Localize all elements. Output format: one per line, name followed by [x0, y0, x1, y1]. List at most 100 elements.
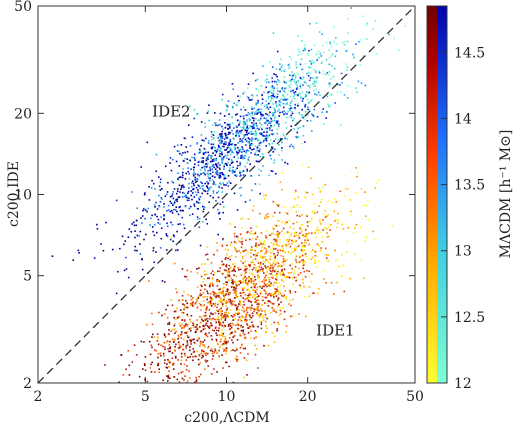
data-point [223, 314, 225, 317]
data-point [233, 138, 235, 141]
data-point [293, 79, 295, 81]
data-point [229, 337, 231, 339]
data-point [271, 170, 274, 173]
data-point [160, 216, 162, 218]
data-point [271, 332, 274, 334]
data-point [212, 291, 215, 294]
data-point [277, 321, 279, 324]
data-point [220, 312, 223, 314]
data-point [254, 269, 257, 271]
data-point [287, 276, 290, 278]
data-point [182, 223, 185, 226]
data-point [254, 291, 257, 294]
data-point [278, 100, 281, 102]
data-point [195, 186, 198, 189]
data-point [247, 230, 249, 233]
data-point [190, 295, 193, 297]
data-point [298, 267, 300, 270]
data-point [195, 191, 197, 193]
data-point [321, 97, 324, 99]
data-point [169, 347, 171, 350]
data-point [133, 224, 136, 227]
data-point [124, 240, 127, 242]
data-point [336, 226, 338, 229]
data-point [151, 323, 154, 326]
data-point [150, 371, 153, 373]
data-point [191, 191, 194, 194]
data-point [216, 249, 219, 252]
data-point [196, 350, 199, 353]
data-point [274, 138, 277, 140]
data-point [275, 279, 278, 281]
data-point [274, 238, 277, 241]
data-point [308, 270, 310, 273]
data-point [172, 181, 175, 184]
data-point [251, 312, 254, 315]
data-point [388, 33, 391, 36]
data-point [239, 170, 241, 173]
data-point [148, 199, 151, 201]
data-point [202, 139, 205, 142]
data-point [295, 259, 297, 261]
data-point [288, 219, 290, 222]
data-point [159, 247, 162, 249]
data-point [244, 127, 247, 130]
data-point [157, 336, 159, 339]
data-point [336, 43, 338, 45]
data-point [264, 296, 267, 299]
data-point [264, 313, 267, 316]
data-point [210, 318, 213, 321]
data-point [287, 272, 290, 274]
data-point [251, 140, 253, 142]
data-point [266, 265, 269, 268]
data-point [221, 140, 223, 142]
data-point [220, 132, 223, 135]
data-point [242, 278, 244, 280]
data-point [284, 103, 286, 106]
data-point [259, 314, 261, 317]
data-point [195, 330, 197, 333]
data-point [266, 213, 269, 215]
data-point [180, 186, 183, 189]
data-point [274, 117, 276, 119]
data-point [246, 324, 249, 327]
data-point [254, 183, 257, 185]
data-point [259, 263, 262, 266]
data-point [258, 212, 261, 215]
data-point [232, 349, 234, 351]
data-point [221, 287, 224, 290]
data-point [231, 282, 233, 284]
data-point [355, 43, 357, 45]
data-point [313, 203, 315, 205]
data-point [266, 283, 268, 285]
data-point [247, 294, 250, 297]
data-point [283, 285, 285, 288]
data-point [332, 75, 335, 78]
data-point [270, 311, 272, 314]
data-point [194, 178, 197, 181]
data-point [353, 56, 355, 59]
data-point [225, 342, 228, 345]
data-point [273, 107, 276, 110]
data-point [318, 31, 321, 33]
data-point [285, 82, 287, 84]
data-point [253, 204, 255, 207]
data-point [196, 180, 198, 182]
data-point [318, 205, 321, 207]
data-point [198, 197, 200, 200]
data-point [202, 210, 205, 213]
data-point [191, 180, 194, 183]
data-point [131, 191, 133, 193]
data-point [273, 265, 275, 268]
data-point [250, 252, 252, 254]
data-point [159, 223, 161, 225]
data-point [290, 107, 292, 109]
data-point [242, 115, 245, 117]
data-point [144, 356, 147, 358]
data-point [270, 302, 273, 304]
data-point [187, 190, 190, 193]
data-point [344, 40, 346, 43]
data-point [358, 41, 360, 43]
data-point [123, 269, 126, 272]
data-point [334, 220, 336, 222]
